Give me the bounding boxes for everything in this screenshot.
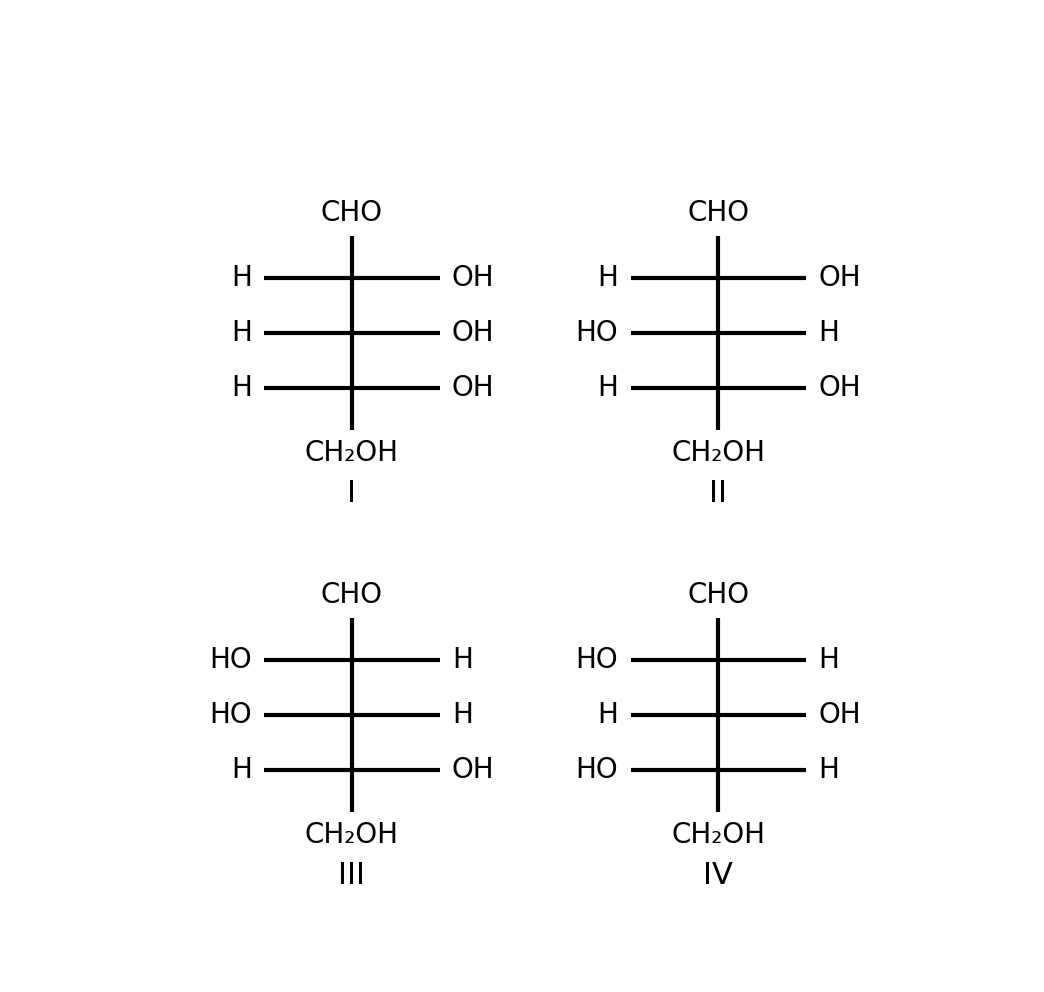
Text: OH: OH [452, 264, 495, 292]
Text: OH: OH [452, 756, 495, 784]
Text: HO: HO [575, 756, 618, 784]
Text: OH: OH [452, 318, 495, 347]
Text: H: H [231, 318, 252, 347]
Text: OH: OH [818, 264, 861, 292]
Text: H: H [818, 646, 839, 674]
Text: OH: OH [818, 700, 861, 729]
Text: OH: OH [452, 374, 495, 402]
Text: IV: IV [704, 861, 733, 890]
Text: CHO: CHO [321, 198, 383, 227]
Text: OH: OH [818, 374, 861, 402]
Text: H: H [231, 374, 252, 402]
Text: H: H [818, 318, 839, 347]
Text: CHO: CHO [321, 580, 383, 609]
Text: H: H [597, 374, 618, 402]
Text: CH₂OH: CH₂OH [305, 821, 399, 849]
Text: CH₂OH: CH₂OH [671, 821, 765, 849]
Text: H: H [597, 700, 618, 729]
Text: CH₂OH: CH₂OH [671, 439, 765, 467]
Text: HO: HO [209, 700, 252, 729]
Text: I: I [348, 479, 356, 508]
Text: H: H [452, 700, 473, 729]
Text: CHO: CHO [687, 580, 750, 609]
Text: CHO: CHO [687, 198, 750, 227]
Text: H: H [818, 756, 839, 784]
Text: H: H [597, 264, 618, 292]
Text: H: H [231, 756, 252, 784]
Text: HO: HO [575, 646, 618, 674]
Text: HO: HO [575, 318, 618, 347]
Text: H: H [452, 646, 473, 674]
Text: HO: HO [209, 646, 252, 674]
Text: CH₂OH: CH₂OH [305, 439, 399, 467]
Text: H: H [231, 264, 252, 292]
Text: III: III [338, 861, 365, 890]
Text: II: II [709, 479, 728, 508]
